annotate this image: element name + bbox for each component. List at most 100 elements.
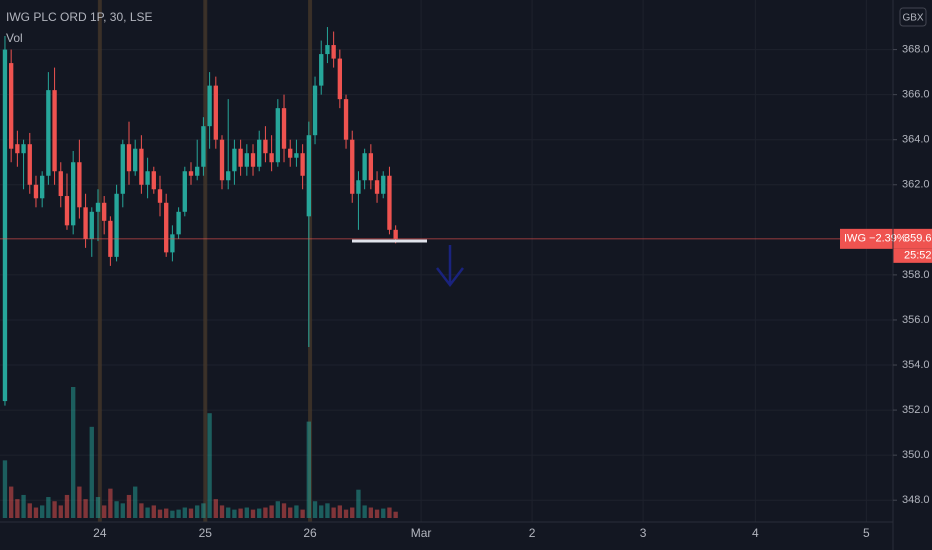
volume-bar: [319, 505, 324, 518]
currency-box[interactable]: [899, 7, 927, 27]
volume-bar: [2, 460, 8, 518]
candle-body: [288, 148, 293, 158]
y-tick-label: 356.0: [902, 314, 930, 326]
volume-bar: [133, 486, 138, 518]
volume-bar: [8, 486, 14, 518]
candle-body: [201, 126, 206, 167]
x-tick-label: 2: [529, 526, 536, 540]
volume: [2, 387, 398, 518]
candle-body: [83, 207, 88, 239]
volume-bar: [306, 421, 311, 518]
candle-body: [263, 139, 268, 154]
last-price-label: 359.6: [904, 233, 932, 245]
candle-body: [33, 184, 39, 199]
candle-body: [238, 148, 243, 167]
x-tick-label: Mar: [411, 526, 432, 540]
volume-bar: [145, 507, 150, 518]
volume-bar: [337, 505, 343, 518]
candle-body: [343, 99, 349, 140]
volume-bar: [331, 507, 336, 518]
volume-bar: [89, 426, 94, 518]
x-tick-label: 3: [640, 526, 647, 540]
candle-body: [46, 90, 51, 176]
volume-bar: [95, 497, 101, 518]
candle-body: [300, 153, 305, 176]
volume-bar: [312, 501, 318, 518]
volume-bar: [77, 486, 82, 518]
volume-bar: [58, 505, 63, 518]
candle-body: [133, 148, 138, 172]
y-tick-label: 354.0: [902, 359, 930, 371]
candle-body: [182, 171, 187, 212]
candle-body: [331, 45, 336, 59]
volume-bar: [226, 507, 231, 518]
candle-body: [207, 85, 212, 127]
volume-bar: [368, 507, 374, 518]
volume-bar: [52, 501, 57, 518]
volume-bar: [244, 507, 249, 518]
overlay: IWG −2.39%359.6 25:52: [0, 228, 932, 263]
candle-body: [257, 139, 262, 167]
candle-body: [64, 196, 70, 226]
volume-bar: [350, 507, 355, 518]
volume-bar: [232, 509, 237, 518]
volume-bar: [207, 413, 212, 518]
volume-bar: [176, 509, 181, 518]
y-tick-label: 362.0: [902, 179, 930, 191]
candle-body: [393, 229, 398, 239]
candle-body: [381, 175, 386, 194]
volume-bar: [201, 503, 206, 518]
x-tick-label: 25: [199, 526, 213, 540]
volume-bar: [275, 501, 280, 518]
volume-bar: [250, 509, 256, 518]
candle-body: [356, 180, 361, 194]
volume-bar: [281, 503, 287, 518]
volume-bar: [213, 499, 218, 518]
price-tag-box: [840, 228, 932, 249]
volume-bar: [139, 503, 144, 518]
candle-body: [39, 175, 45, 199]
candle-body: [145, 171, 150, 185]
volume-bar: [39, 505, 45, 518]
y-tick-label: 366.0: [902, 89, 930, 101]
y-tick-label: 348.0: [902, 494, 930, 506]
x-tick-label: 5: [863, 526, 870, 540]
price-tag-label: IWG −2.39%: [844, 233, 907, 245]
candle-body: [374, 180, 380, 194]
candle-body: [188, 171, 194, 176]
candle-body: [52, 90, 57, 172]
candle-body: [269, 153, 274, 163]
volume-bar: [151, 505, 156, 518]
volume-bar: [393, 511, 398, 518]
y-tick-label: 368.0: [902, 43, 930, 55]
candle-body: [337, 58, 343, 100]
candle-body: [77, 162, 82, 208]
candle-body: [114, 193, 119, 257]
volume-bar: [343, 509, 349, 518]
candle-body: [164, 202, 169, 253]
volume-bar: [126, 494, 132, 518]
candle-body: [226, 171, 231, 181]
down-arrow: [436, 245, 464, 288]
candle-body: [325, 45, 330, 55]
candles: [2, 27, 398, 406]
x-tick-label: 26: [303, 526, 317, 540]
currency[interactable]: GBX: [902, 13, 923, 24]
volume-bar: [21, 494, 26, 518]
volume-bar: [269, 505, 274, 518]
volume-bar: [238, 508, 243, 518]
candle-body: [362, 153, 367, 181]
volume-bar: [15, 499, 20, 518]
candle-body: [27, 144, 32, 185]
candle-body: [95, 202, 101, 212]
y-tick-label: 352.0: [902, 404, 930, 416]
candle-body: [244, 153, 249, 167]
candle-body: [151, 171, 156, 190]
volume-bar: [374, 509, 380, 518]
candle-body: [176, 211, 181, 235]
candle-body: [319, 54, 324, 86]
candle-body: [294, 153, 299, 158]
candle-body: [102, 202, 107, 221]
volume-bar: [33, 507, 39, 518]
